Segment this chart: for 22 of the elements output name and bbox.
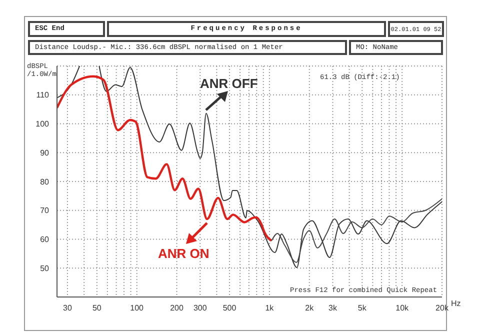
x-tick-label: 500: [222, 304, 237, 313]
x-tick-label: 2k: [305, 304, 315, 313]
y-tick-label: 60: [40, 235, 50, 244]
x-axis-title: Hz: [451, 299, 461, 308]
x-tick-label: 30: [63, 304, 72, 313]
legend-label: ANR ON: [158, 246, 210, 261]
y-tick-label: 70: [40, 206, 50, 216]
x-tick-label: 20k: [436, 304, 450, 313]
x-tick-label: 1k: [265, 304, 275, 313]
y-tick-label: 90: [40, 148, 50, 158]
x-tick-label: 100: [130, 304, 144, 313]
x-tick-label: 50: [92, 304, 102, 313]
y-tick-label: 100: [36, 120, 50, 129]
x-tick-label: 200: [170, 304, 184, 313]
y-tick-label: 110: [36, 90, 50, 100]
x-tick-label: 5k: [358, 304, 368, 313]
series-label: ANR OFF: [200, 76, 258, 91]
y-tick-label: 50: [40, 264, 50, 273]
x-tick-label: 10k: [396, 304, 410, 313]
x-tick-label: 300: [193, 304, 208, 313]
y-tick-label: 80: [40, 177, 50, 186]
x-tick-label: 3k: [328, 304, 338, 313]
